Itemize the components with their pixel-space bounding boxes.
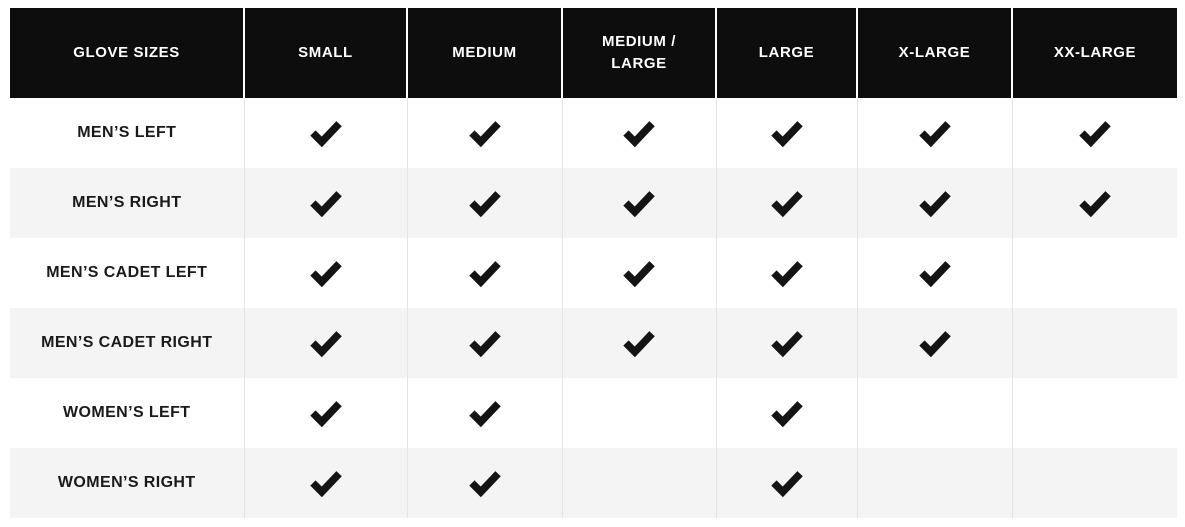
check-icon bbox=[468, 121, 501, 148]
size-cell bbox=[715, 308, 857, 378]
row-label: WOMEN’S RIGHT bbox=[10, 448, 244, 518]
size-cell bbox=[1011, 168, 1177, 238]
table-body: MEN’S LEFT MEN’S RIGHT MEN’S CADET LEFT bbox=[10, 98, 1177, 518]
check-icon bbox=[468, 261, 501, 288]
table-title: GLOVE SIZES bbox=[10, 8, 244, 98]
size-cell bbox=[1011, 448, 1177, 518]
check-icon bbox=[918, 331, 951, 358]
check-icon bbox=[1079, 121, 1111, 148]
size-cell bbox=[715, 168, 857, 238]
column-header-medium: MEDIUM bbox=[406, 8, 562, 98]
column-header-small: SMALL bbox=[243, 8, 407, 98]
check-icon bbox=[623, 121, 655, 148]
table-row-womens-left: WOMEN’S LEFT bbox=[10, 378, 1177, 448]
check-icon bbox=[918, 191, 951, 218]
size-cell bbox=[715, 238, 857, 308]
size-cell bbox=[243, 448, 407, 518]
table-row-mens-right: MEN’S RIGHT bbox=[10, 168, 1177, 238]
check-icon bbox=[623, 261, 655, 288]
check-icon bbox=[309, 261, 342, 288]
table-header: GLOVE SIZES SMALL MEDIUM MEDIUM / LARGE … bbox=[10, 8, 1177, 98]
column-header-large: LARGE bbox=[715, 8, 857, 98]
check-icon bbox=[468, 191, 501, 218]
check-icon bbox=[770, 121, 803, 148]
size-cell bbox=[406, 98, 562, 168]
size-cell bbox=[243, 308, 407, 378]
check-icon bbox=[770, 261, 803, 288]
check-icon bbox=[623, 331, 655, 358]
check-icon bbox=[623, 191, 655, 218]
size-cell bbox=[856, 98, 1012, 168]
row-label: MEN’S LEFT bbox=[77, 124, 177, 141]
column-header-x-large: X-LARGE bbox=[856, 8, 1012, 98]
size-cell bbox=[561, 168, 716, 238]
size-cell bbox=[856, 168, 1012, 238]
size-cell bbox=[715, 378, 857, 448]
size-cell bbox=[1011, 378, 1177, 448]
table-row-womens-right: WOMEN’S RIGHT bbox=[10, 448, 1177, 518]
size-cell bbox=[856, 308, 1012, 378]
column-header-medium-large: MEDIUM / LARGE bbox=[561, 8, 716, 98]
check-icon bbox=[770, 331, 803, 358]
size-cell bbox=[406, 168, 562, 238]
check-icon bbox=[309, 191, 342, 218]
table-row-mens-cadet-left: MEN’S CADET LEFT bbox=[10, 238, 1177, 308]
header-row: GLOVE SIZES SMALL MEDIUM MEDIUM / LARGE … bbox=[10, 8, 1177, 98]
size-cell bbox=[1011, 98, 1177, 168]
size-cell bbox=[715, 448, 857, 518]
column-header-xx-large: XX-LARGE bbox=[1011, 8, 1177, 98]
check-icon bbox=[918, 261, 951, 288]
check-icon bbox=[468, 331, 501, 358]
row-label: MEN’S CADET RIGHT bbox=[10, 308, 244, 378]
check-icon bbox=[309, 401, 342, 428]
size-cell bbox=[1011, 308, 1177, 378]
row-label: MEN’S RIGHT bbox=[10, 168, 244, 238]
size-cell bbox=[715, 98, 857, 168]
size-cell bbox=[561, 238, 716, 308]
size-cell bbox=[243, 378, 407, 448]
size-cell bbox=[856, 378, 1012, 448]
check-icon bbox=[770, 191, 803, 218]
table-row-mens-left: MEN’S LEFT bbox=[10, 98, 1177, 168]
size-cell bbox=[1011, 238, 1177, 308]
row-label: WOMEN’S LEFT bbox=[63, 404, 191, 421]
size-cell bbox=[406, 238, 562, 308]
size-cell bbox=[243, 168, 407, 238]
check-icon bbox=[770, 471, 803, 498]
table-row-mens-cadet-right: MEN’S CADET RIGHT bbox=[10, 308, 1177, 378]
size-cell bbox=[856, 238, 1012, 308]
check-icon bbox=[309, 121, 342, 148]
size-cell bbox=[856, 448, 1012, 518]
size-cell bbox=[406, 378, 562, 448]
size-chart-table: GLOVE SIZES SMALL MEDIUM MEDIUM / LARGE … bbox=[10, 8, 1177, 518]
size-cell bbox=[561, 308, 716, 378]
size-cell bbox=[406, 448, 562, 518]
size-cell bbox=[561, 378, 716, 448]
check-icon bbox=[918, 121, 951, 148]
check-icon bbox=[468, 471, 501, 498]
check-icon bbox=[770, 401, 803, 428]
size-cell bbox=[561, 98, 716, 168]
size-cell bbox=[243, 238, 407, 308]
row-label: MEN’S CADET LEFT bbox=[46, 264, 208, 281]
check-icon bbox=[468, 401, 501, 428]
size-cell bbox=[561, 448, 716, 518]
check-icon bbox=[309, 331, 342, 358]
size-cell bbox=[406, 308, 562, 378]
check-icon bbox=[309, 471, 342, 498]
check-icon bbox=[1079, 191, 1111, 218]
size-cell bbox=[243, 98, 407, 168]
